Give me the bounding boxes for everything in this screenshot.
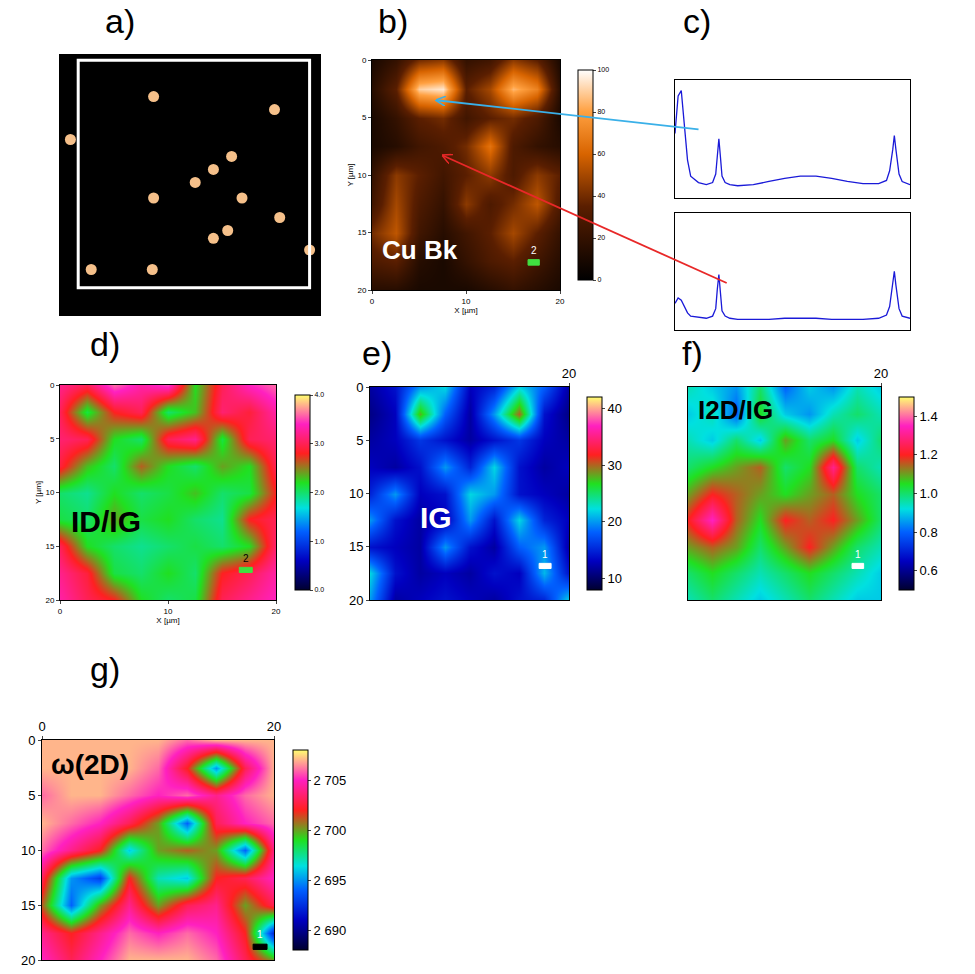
svg-text:10: 10 [462,297,471,306]
svg-text:10: 10 [21,843,35,858]
svg-text:20: 20 [267,719,281,734]
svg-text:10: 10 [349,486,363,501]
svg-text:20: 20 [349,593,363,608]
svg-text:20: 20 [874,366,888,381]
svg-text:I2D/IG: I2D/IG [698,395,773,425]
svg-text:ID/IG: ID/IG [71,505,141,538]
html-text:g): g) [90,650,121,688]
svg-text:2: 2 [531,245,537,256]
svg-text:4.0: 4.0 [314,391,324,398]
svg-text:40: 40 [597,192,605,199]
svg-text:2 705: 2 705 [314,773,347,788]
svg-text:Y [µm]: Y [µm] [346,163,355,186]
svg-text:5: 5 [362,113,367,122]
svg-text:0: 0 [362,56,367,65]
svg-text:3.0: 3.0 [314,440,324,447]
svg-text:2 690: 2 690 [314,923,347,938]
svg-text:0: 0 [370,297,375,306]
html-text:b): b) [378,2,409,40]
svg-text:0: 0 [356,380,363,395]
svg-text:10: 10 [357,171,366,180]
svg-text:5: 5 [356,433,363,448]
html-text:c): c) [683,2,712,40]
svg-text:2.0: 2.0 [314,489,324,496]
html-text:a): a) [105,2,136,40]
svg-text:2: 2 [243,553,249,564]
svg-text:Cu Bk: Cu Bk [382,235,458,265]
svg-text:30: 30 [608,458,622,473]
svg-text:10: 10 [608,571,622,586]
svg-text:0: 0 [28,733,35,748]
html-text:f): f) [682,334,703,372]
svg-text:20: 20 [21,953,35,968]
svg-text:15: 15 [45,542,54,551]
svg-text:1: 1 [855,549,861,560]
svg-text:1.2: 1.2 [920,447,938,462]
svg-text:0.0: 0.0 [314,586,324,593]
svg-text:ω(2D): ω(2D) [51,749,129,780]
svg-text:20: 20 [556,297,565,306]
svg-text:1.4: 1.4 [920,409,938,424]
svg-text:60: 60 [597,150,605,157]
svg-text:0: 0 [38,719,45,734]
html-text:d): d) [90,325,121,363]
svg-text:15: 15 [357,228,366,237]
svg-text:0.6: 0.6 [920,563,938,578]
svg-text:0.8: 0.8 [920,525,938,540]
svg-text:15: 15 [349,539,363,554]
svg-text:1.0: 1.0 [920,486,938,501]
svg-text:0: 0 [50,381,55,390]
svg-text:2 700: 2 700 [314,823,347,838]
svg-text:20: 20 [562,366,576,381]
svg-text:X [µm]: X [µm] [454,306,477,315]
svg-text:IG: IG [420,501,452,534]
svg-text:Y [µm]: Y [µm] [34,481,43,504]
svg-text:5: 5 [50,435,55,444]
svg-text:1: 1 [257,929,263,940]
svg-text:80: 80 [597,108,605,115]
svg-text:1: 1 [542,549,548,560]
svg-text:1.0: 1.0 [314,538,324,545]
svg-text:100: 100 [597,66,609,73]
svg-text:20: 20 [597,234,605,241]
svg-text:X [µm]: X [µm] [156,616,179,625]
svg-text:10: 10 [164,607,173,616]
svg-text:0: 0 [597,276,601,283]
svg-text:20: 20 [45,596,54,605]
svg-text:15: 15 [21,898,35,913]
svg-text:20: 20 [272,607,281,616]
svg-text:0: 0 [58,607,63,616]
svg-text:10: 10 [45,488,54,497]
html-text:e): e) [362,334,393,372]
svg-text:20: 20 [608,514,622,529]
svg-text:5: 5 [28,788,35,803]
svg-text:2 695: 2 695 [314,873,347,888]
svg-text:40: 40 [608,401,622,416]
svg-text:20: 20 [357,286,366,295]
